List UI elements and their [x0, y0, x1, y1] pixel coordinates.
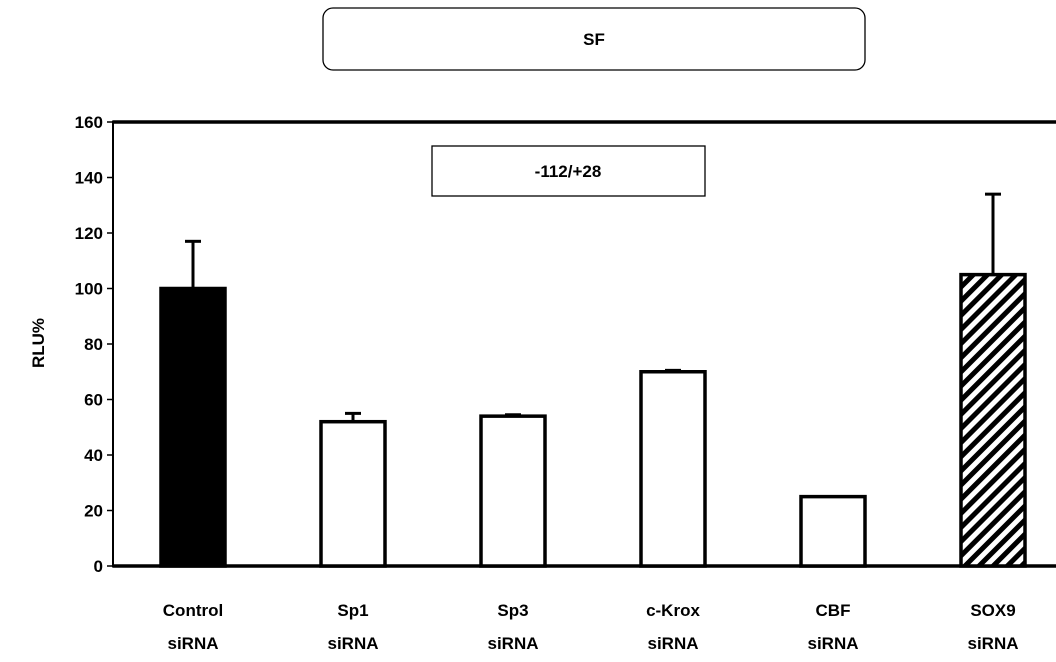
y-tick-label: 40 [84, 446, 103, 465]
bar [799, 494, 867, 568]
annotation-box [431, 145, 706, 197]
y-tick-label: 0 [94, 557, 103, 576]
title-box [322, 7, 866, 71]
y-tick-label: 120 [75, 224, 103, 243]
y-tick-label: 100 [75, 280, 103, 299]
y-axis: 0 20 40 60 80 100 120 140 160 [75, 113, 113, 576]
bar [479, 414, 547, 568]
x-tick-label: SOX9 siRNA [967, 601, 1018, 653]
bar [159, 286, 227, 568]
y-axis-label: RLU% [29, 318, 48, 368]
x-axis-labels: Control siRNA Sp1 siRNA Sp3 siRNA c-Krox siRNA C… [163, 601, 1019, 653]
x-tick-label: c-Krox siRNA [646, 601, 700, 653]
bar [639, 370, 707, 568]
y-tick-label: 140 [75, 169, 103, 188]
x-tick-label: Sp3 siRNA [487, 601, 538, 653]
bar [319, 419, 387, 568]
x-tick-label: CBF siRNA [807, 601, 858, 653]
y-tick-label: 60 [84, 391, 103, 410]
y-tick-label: 80 [84, 335, 103, 354]
x-tick-label: Sp1 siRNA [327, 601, 378, 653]
bar [959, 272, 1027, 568]
y-tick-label: 160 [75, 113, 103, 132]
annotation-label: -112/+28 [535, 162, 602, 181]
bars [159, 192, 1027, 568]
x-tick-label: Control siRNA [163, 601, 223, 653]
y-tick-label: 20 [84, 502, 103, 521]
chart-title: SF [583, 30, 605, 49]
